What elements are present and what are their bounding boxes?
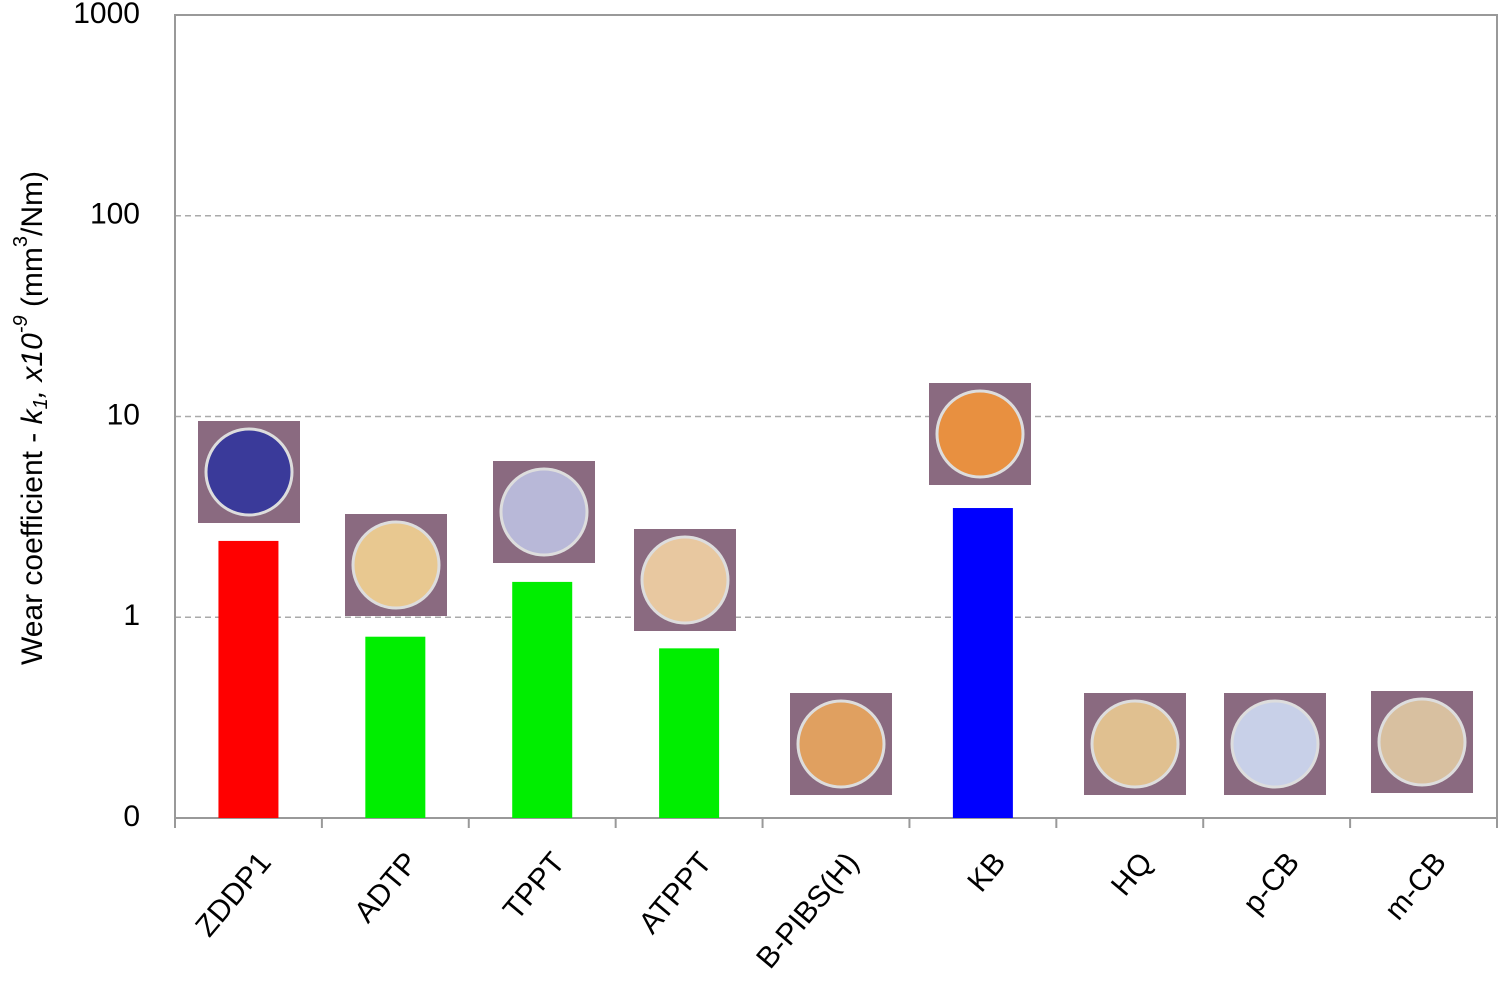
x-tick-label: m-CB [1378, 846, 1453, 926]
y-label-part: -9 [10, 315, 32, 333]
x-tick-label: HQ [1105, 846, 1159, 902]
x-tick-label: ZDDP1 [189, 846, 278, 943]
wear-scar [351, 520, 441, 610]
y-label-part: 3 [10, 236, 32, 247]
x-tick-label: B-PIBS(H) [750, 846, 865, 974]
y-label-part: , x10 [16, 333, 49, 398]
wear-scar [204, 427, 294, 517]
x-tick-label: ATPPT [633, 846, 719, 940]
bar [365, 636, 426, 818]
wear-scar [796, 699, 886, 789]
bar [512, 581, 573, 818]
wear-scar [1230, 699, 1320, 789]
wear-scar [640, 535, 730, 625]
x-tick-label: p-CB [1237, 846, 1306, 920]
y-tick-label: 1000 [73, 0, 140, 30]
y-axis-label: Wear coefficient - k1, x10-9 (mm3/Nm) [10, 171, 52, 665]
wear-scar [1377, 697, 1467, 787]
y-label-part: Wear coefficient - [16, 424, 49, 665]
x-tick-label: KB [961, 846, 1012, 898]
x-tick-label: TPPT [497, 846, 572, 926]
y-tick-label: 100 [90, 198, 140, 231]
wear-scar [935, 389, 1025, 479]
y-tick-label: 10 [107, 398, 140, 431]
y-label-part: /Nm) [16, 171, 49, 236]
wear-scar [1090, 699, 1180, 789]
y-label-part: k [16, 407, 49, 424]
wear-scar [499, 467, 589, 557]
plot-frame [174, 14, 1498, 818]
bar [218, 540, 279, 818]
x-tick-label: ADTP [348, 846, 425, 929]
y-label-part: 1 [30, 398, 52, 409]
bar [659, 648, 720, 818]
y-tick-label: 0 [123, 800, 140, 833]
bar [952, 508, 1013, 818]
y-label-part: (mm [16, 247, 49, 315]
y-tick-label: 1 [123, 599, 140, 632]
